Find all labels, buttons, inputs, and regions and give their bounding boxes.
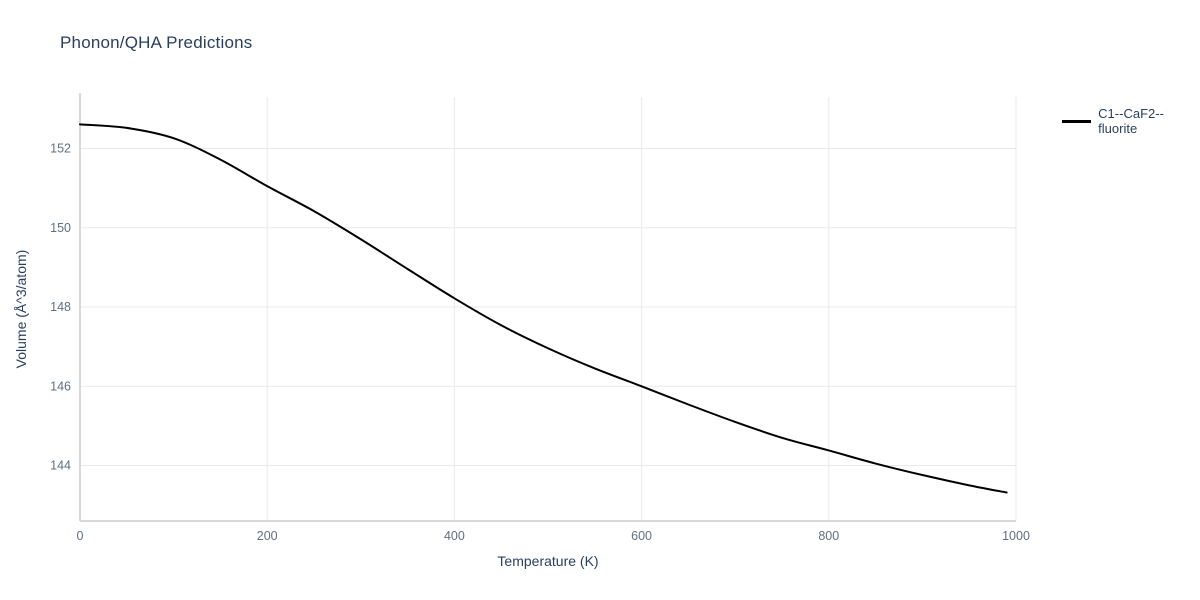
svg-text:600: 600 <box>631 529 652 543</box>
svg-text:148: 148 <box>50 300 71 314</box>
x-axis-title: Temperature (K) <box>497 553 599 569</box>
svg-text:0: 0 <box>77 529 84 543</box>
svg-text:1000: 1000 <box>1002 529 1030 543</box>
svg-text:800: 800 <box>818 529 839 543</box>
svg-text:200: 200 <box>257 529 278 543</box>
svg-text:400: 400 <box>444 529 465 543</box>
svg-text:150: 150 <box>50 221 71 235</box>
legend-item-c1-caf2-fluorite[interactable]: C1--CaF2--fluorite <box>1062 106 1200 136</box>
chart-title: Phonon/QHA Predictions <box>60 33 253 52</box>
svg-text:144: 144 <box>50 459 71 473</box>
svg-text:146: 146 <box>50 379 71 393</box>
svg-text:152: 152 <box>50 142 71 156</box>
legend-line-icon <box>1062 119 1092 123</box>
legend-label: C1--CaF2--fluorite <box>1098 106 1164 136</box>
y-axis-title: Volume (Å^3/atom) <box>13 249 29 369</box>
